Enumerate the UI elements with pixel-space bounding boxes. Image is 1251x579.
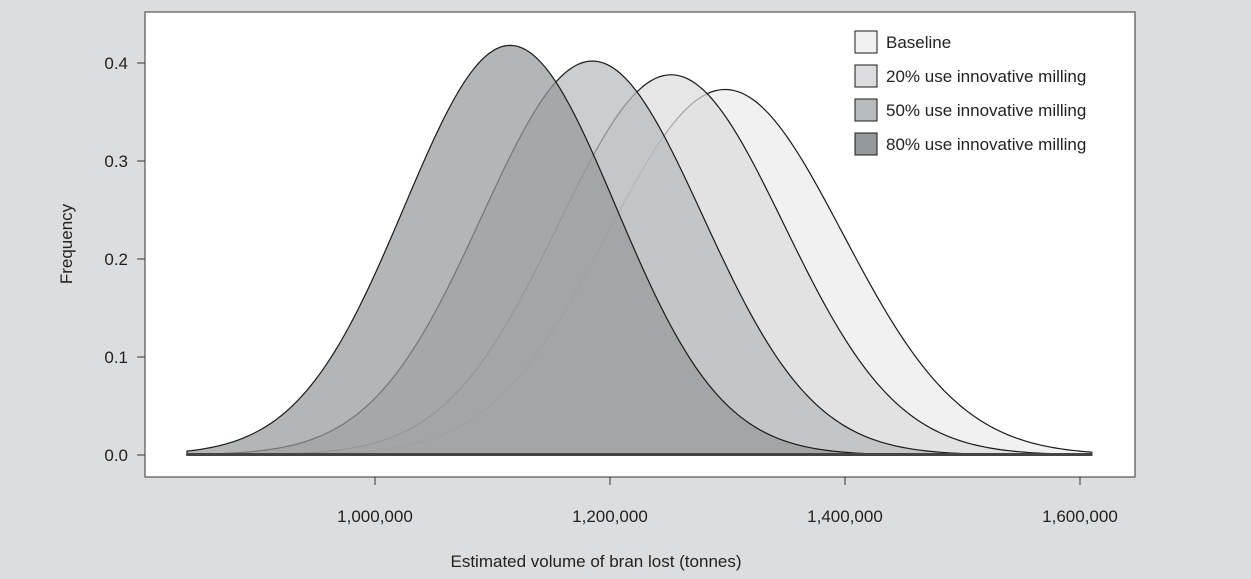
y-tick-label: 0.4 — [104, 54, 128, 73]
legend-label-2: 20% use innovative milling — [886, 67, 1086, 86]
series-layer — [186, 44, 1093, 456]
x-axis-title: Estimated volume of bran lost (tonnes) — [450, 552, 741, 571]
zero-baseline — [187, 453, 1092, 456]
y-axis-title: Frequency — [57, 203, 76, 284]
axis-layer: 0.0 0.1 0.2 0.3 0.4 1,000,000 1,200,000 1,400,0… — [104, 54, 1117, 526]
legend-label-1: Baseline — [886, 33, 951, 52]
legend-swatch-2 — [854, 64, 878, 88]
x-tick-label: 1,400,000 — [807, 507, 883, 526]
legend-label-3: 50% use innovative milling — [886, 101, 1086, 120]
legend-swatch-4 — [854, 132, 878, 156]
y-tick-label: 0.1 — [104, 348, 128, 367]
legend: Baseline 20% use innovative milling 50% us… — [854, 30, 1086, 156]
y-tick-label: 0.3 — [104, 152, 128, 171]
y-tick-label: 0.2 — [104, 250, 128, 269]
x-tick-label: 1,000,000 — [337, 507, 413, 526]
x-tick-label: 1,600,000 — [1042, 507, 1118, 526]
legend-swatch-1 — [854, 30, 878, 54]
x-tick-label: 1,200,000 — [572, 507, 648, 526]
y-tick-label: 0.0 — [104, 446, 128, 465]
legend-swatch-3 — [854, 98, 878, 122]
legend-label-4: 80% use innovative milling — [886, 135, 1086, 154]
